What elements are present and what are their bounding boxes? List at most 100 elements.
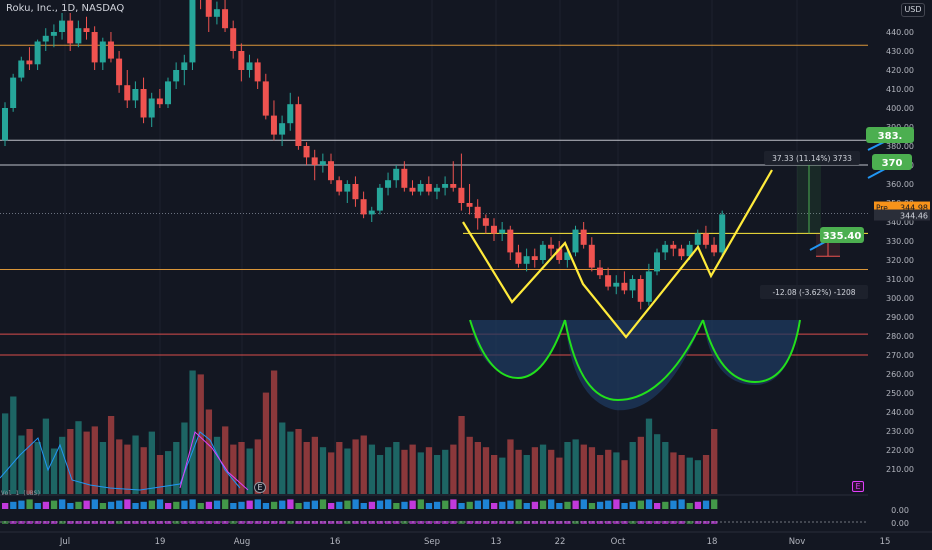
candle-body[interactable] — [450, 184, 457, 188]
pattern-drawings[interactable] — [462, 160, 840, 402]
candle-body[interactable] — [474, 206, 481, 219]
measure-up-label[interactable]: 37.33 (11.14%) 3733 — [772, 154, 852, 163]
candle-body[interactable] — [531, 256, 538, 260]
target-label-1[interactable]: 383. — [878, 131, 903, 142]
earnings-marker-right[interactable]: E — [852, 481, 864, 492]
candle-body[interactable] — [596, 267, 603, 276]
candle-body[interactable] — [295, 104, 302, 146]
symbol-title[interactable]: Roku, Inc., 1D, NASDAQ — [6, 3, 125, 14]
candle-body[interactable] — [344, 184, 351, 192]
candle-body[interactable] — [99, 41, 106, 63]
cup-arc-left[interactable] — [469, 319, 566, 380]
candle-body[interactable] — [148, 98, 155, 118]
candle-body[interactable] — [417, 184, 424, 192]
target-label-3[interactable]: 335.40 — [823, 231, 862, 242]
w-pattern-line[interactable] — [462, 169, 773, 339]
earnings-marker-left[interactable]: E — [254, 482, 266, 493]
candle-body[interactable] — [409, 187, 416, 192]
candle-body[interactable] — [124, 85, 131, 101]
candle-body[interactable] — [59, 20, 66, 32]
candle-body[interactable] — [230, 28, 237, 51]
candle-body[interactable] — [18, 60, 25, 78]
candle-body[interactable] — [401, 168, 408, 188]
candle-body[interactable] — [686, 244, 693, 257]
candle-body[interactable] — [393, 168, 400, 181]
candle-body[interactable] — [319, 161, 326, 165]
candle-body[interactable] — [246, 62, 253, 70]
candle-body[interactable] — [580, 229, 587, 245]
measure-up-box[interactable] — [764, 151, 860, 165]
target-label-1-bg[interactable] — [866, 127, 914, 143]
candle-body[interactable] — [507, 229, 514, 253]
candle-body[interactable] — [156, 98, 163, 105]
candle-body[interactable] — [116, 58, 123, 86]
candle-body[interactable] — [433, 187, 440, 192]
candle-body[interactable] — [181, 62, 188, 70]
candle-body[interactable] — [515, 252, 522, 264]
cup-arc-right[interactable] — [702, 319, 801, 384]
target-label-2-bg[interactable] — [872, 154, 912, 170]
candle-body[interactable] — [42, 35, 49, 42]
candle-body[interactable] — [654, 252, 660, 272]
candle-body[interactable] — [376, 187, 383, 211]
candle-body[interactable] — [311, 157, 318, 165]
last-price-badge[interactable] — [874, 209, 930, 221]
candle-body[interactable] — [140, 89, 147, 118]
candle-body[interactable] — [629, 279, 636, 291]
candle-body[interactable] — [352, 184, 359, 200]
candle-body[interactable] — [645, 271, 652, 302]
candle-body[interactable] — [254, 62, 261, 82]
candle-body[interactable] — [360, 199, 367, 215]
candle-body[interactable] — [287, 104, 294, 124]
measure-down-label[interactable]: -12.08 (-3.62%) -1208 — [772, 288, 855, 297]
candle-body[interactable] — [279, 123, 286, 135]
candle-body[interactable] — [458, 187, 465, 203]
cup-arc-middle[interactable] — [564, 319, 704, 402]
candle-body[interactable] — [328, 161, 334, 181]
candle-body[interactable] — [491, 225, 497, 234]
annotation-labels[interactable]: 383. 370 335.40 37.33 (11.14%) 3733 -12.08 (… — [760, 127, 914, 299]
volume-indicator-label[interactable]: Vol 1 (UBS) — [1, 490, 41, 497]
candle-body[interactable] — [91, 32, 98, 63]
price-axis[interactable]: 440.00430.00420.00410.00400.00390.00380.… — [870, 0, 932, 550]
candle-body[interactable] — [548, 244, 555, 249]
candle-body[interactable] — [670, 244, 677, 249]
premarket-badge[interactable] — [874, 201, 930, 213]
candle-body[interactable] — [719, 214, 726, 253]
candle-body[interactable] — [605, 275, 612, 287]
candle-body[interactable] — [694, 233, 701, 245]
candle-body[interactable] — [556, 248, 563, 260]
currency-button[interactable]: USD — [901, 3, 925, 17]
target-label-2[interactable]: 370 — [882, 158, 903, 169]
candle-body[interactable] — [425, 184, 432, 192]
candle-body[interactable] — [368, 210, 375, 215]
candles[interactable] — [2, 0, 726, 310]
candle-body[interactable] — [222, 9, 229, 29]
candle-body[interactable] — [637, 279, 644, 302]
candle-body[interactable] — [613, 282, 620, 287]
candle-body[interactable] — [523, 256, 530, 264]
candle-body[interactable] — [270, 115, 277, 135]
candle-body[interactable] — [213, 9, 220, 17]
candle-body[interactable] — [711, 244, 718, 253]
candle-body[interactable] — [385, 180, 392, 188]
candle-body[interactable] — [2, 108, 8, 141]
candle-body[interactable] — [107, 41, 114, 59]
candle-body[interactable] — [442, 184, 449, 188]
candle-body[interactable] — [702, 233, 709, 245]
candle-body[interactable] — [588, 244, 595, 268]
candle-body[interactable] — [83, 28, 90, 32]
candle-body[interactable] — [466, 203, 473, 207]
candle-body[interactable] — [564, 252, 571, 260]
candle-body[interactable] — [132, 89, 139, 101]
candle-body[interactable] — [539, 244, 546, 260]
candle-body[interactable] — [189, 0, 196, 63]
candle-body[interactable] — [75, 28, 82, 44]
candle-body[interactable] — [336, 180, 343, 192]
candle-body[interactable] — [173, 70, 180, 82]
candle-body[interactable] — [621, 282, 628, 291]
candle-body[interactable] — [26, 60, 33, 65]
candle-body[interactable] — [662, 244, 669, 253]
candle-body[interactable] — [10, 77, 17, 108]
